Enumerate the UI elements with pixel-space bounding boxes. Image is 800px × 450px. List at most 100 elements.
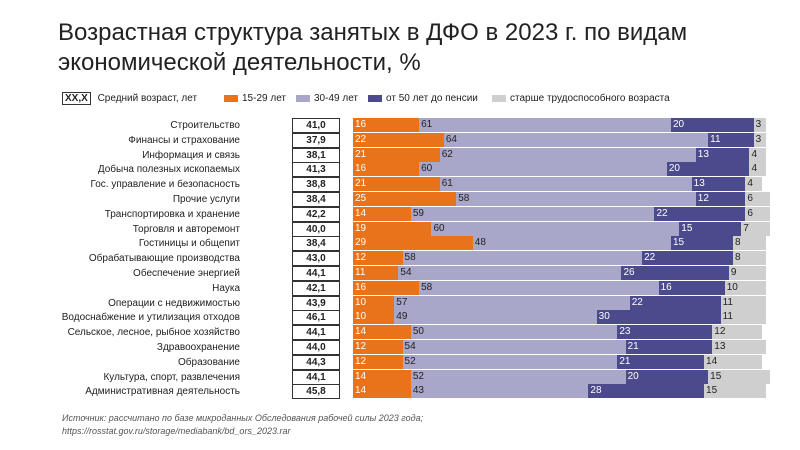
bar-segment-15-29: 21: [353, 147, 440, 162]
bar-segment-15-29: 16: [353, 118, 420, 132]
category-label: Образование: [178, 356, 240, 368]
legend-avg-box: XX,X: [62, 92, 91, 105]
legend-swatch-over-working-age: [492, 94, 506, 102]
category-label: Информация и связь: [142, 149, 240, 161]
avg-age-value: 44,0: [292, 340, 340, 355]
bar-segment-30-49: 52: [410, 369, 626, 384]
bar-segment-over-working-age: 14: [704, 354, 762, 369]
legend-avg-label: Средний возраст, лет: [97, 93, 198, 104]
bar-segment-50-pension: 12: [695, 192, 746, 206]
chart-title-line1: Возрастная структура занятых в ДФО в 202…: [58, 19, 688, 46]
bar-segment-30-49: 58: [402, 251, 643, 266]
bar-segment-15-29: 14: [353, 384, 411, 399]
bar-segment-over-working-age: 6: [745, 206, 771, 221]
legend-avg-age: XX,X Средний возраст, лет: [62, 92, 197, 105]
bar-segment-15-29: 14: [353, 325, 411, 340]
bar-segment-50-pension: 11: [708, 132, 754, 147]
bar-segment-50-pension: 20: [666, 162, 750, 177]
bar-segment-15-29: 11: [353, 266, 399, 280]
chart-title: Возрастная структура занятых в ДФО в 202…: [58, 18, 758, 78]
chart-title-line2: экономической деятельности, %: [58, 49, 421, 76]
category-label: Гостиницы и общепит: [138, 238, 240, 250]
legend-swatch-50-pension: [368, 94, 382, 102]
category-label: Финансы и страхование: [128, 134, 240, 146]
chart-row: Здравоохранение 44,0 12 54 21 13: [0, 340, 800, 355]
bar-segment-15-29: 22: [353, 132, 444, 147]
source-line2: https://rosstat.gov.ru/storage/mediabank…: [62, 426, 291, 436]
bar-segment-50-pension: 26: [621, 266, 729, 280]
category-label: Обрабатывающие производства: [88, 253, 240, 265]
bar-segment-50-pension: 23: [617, 325, 713, 340]
bar-segment-30-49: 60: [419, 162, 667, 177]
avg-age-value: 38,4: [292, 236, 340, 252]
chart-row: Гостиницы и общепит 38,4 29 48 15 8: [0, 236, 800, 252]
bar-segment-50-pension: 21: [625, 340, 713, 354]
bar-segment-50-pension: 22: [654, 206, 746, 221]
chart-row: Обрабатывающие производства 43,0 12 58 22 8: [0, 251, 800, 267]
bar-segment-over-working-age: 3: [753, 118, 766, 132]
bar-segment-30-49: 57: [394, 295, 630, 310]
bar-segment-50-pension: 15: [679, 221, 742, 236]
source-line1: Источник: рассчитано по базе микроданных…: [62, 413, 424, 423]
avg-age-value: 40,0: [292, 221, 340, 237]
bar-segment-over-working-age: 4: [745, 177, 762, 192]
chart-row: Информация и связь 38,1 21 62 13 4: [0, 147, 800, 163]
category-label: Наука: [212, 282, 240, 294]
bar-segment-50-pension: 15: [671, 236, 733, 251]
bar-segment-over-working-age: 11: [720, 310, 766, 325]
chart-row: Наука 42,1 16 58 16 10: [0, 280, 800, 296]
bar-segment-50-pension: 13: [695, 147, 750, 162]
chart-row: Гос. управление и безопасность 38,8 21 61 13…: [0, 177, 800, 193]
chart-row: Прочие услуги 38,4 25 58 12 6: [0, 192, 800, 207]
avg-age-value: 43,9: [292, 295, 340, 311]
legend-item-over-working-age: старше трудоспособного возраста: [492, 93, 670, 104]
category-label: Административная деятельность: [85, 386, 240, 398]
avg-age-value: 45,8: [292, 384, 340, 400]
category-label: Здравоохранение: [156, 342, 240, 353]
chart-row: Транспортировка и хранение 42,2 14 59 22 6: [0, 206, 800, 222]
avg-age-value: 44,3: [292, 354, 340, 370]
bar-segment-50-pension: 20: [625, 369, 709, 384]
category-label: Сельское, лесное, рыбное хозяйство: [67, 327, 240, 339]
bar-segment-30-49: 52: [402, 354, 618, 369]
bar-segment-over-working-age: 9: [728, 266, 766, 280]
avg-age-value: 41,0: [292, 118, 340, 133]
bar-segment-over-working-age: 15: [708, 369, 771, 384]
category-label: Обеспечение энергией: [133, 268, 240, 279]
bar-segment-50-pension: 20: [671, 118, 754, 132]
bar-segment-over-working-age: 4: [749, 147, 766, 162]
chart-row: Торговля и авторемонт 40,0 19 60 15 7: [0, 221, 800, 237]
bar-segment-15-29: 12: [353, 340, 403, 354]
chart-row: Сельское, лесное, рыбное хозяйство 44,1 14…: [0, 325, 800, 341]
chart-row: Обеспечение энергией 44,1 11 54 26 9: [0, 266, 800, 281]
bar-segment-over-working-age: 3: [753, 132, 766, 147]
bar-segment-50-pension: 22: [642, 251, 733, 266]
avg-age-value: 42,2: [292, 206, 340, 222]
legend-label-50-pension: от 50 лет до пенсии: [386, 93, 478, 104]
bar-segment-over-working-age: 8: [732, 251, 766, 266]
bar-segment-15-29: 29: [353, 236, 473, 251]
bar-segment-15-29: 14: [353, 206, 411, 221]
bar-segment-over-working-age: 13: [712, 340, 766, 354]
bar-segment-50-pension: 21: [617, 354, 705, 369]
bar-segment-50-pension: 13: [691, 177, 746, 192]
bar-segment-15-29: 12: [353, 354, 403, 369]
legend-swatch-30-49: [296, 94, 310, 102]
bar-segment-50-pension: 16: [658, 280, 725, 295]
bar-segment-15-29: 25: [353, 192, 457, 206]
avg-age-value: 37,9: [292, 132, 340, 148]
legend-label-15-29: 15-29 лет: [242, 93, 286, 104]
bar-segment-15-29: 14: [353, 369, 411, 384]
source-note: Источник: рассчитано по базе микроданных…: [62, 412, 423, 438]
legend-label-over-working-age: старше трудоспособного возраста: [510, 93, 670, 104]
chart-row: Строительство 41,0 16 61 20 3: [0, 118, 800, 133]
bar-segment-15-29: 10: [353, 295, 395, 310]
bar-segment-15-29: 21: [353, 177, 440, 192]
legend-label-30-49: 30-49 лет: [314, 93, 358, 104]
bar-segment-30-49: 59: [410, 206, 655, 221]
legend-item-15-29: 15-29 лет: [224, 93, 286, 104]
bar-segment-over-working-age: 6: [745, 192, 771, 206]
bar-segment-30-49: 61: [439, 177, 692, 192]
avg-age-value: 38,8: [292, 177, 340, 193]
chart-row: Операции с недвижимостью 43,9 10 57 22 11: [0, 295, 800, 311]
